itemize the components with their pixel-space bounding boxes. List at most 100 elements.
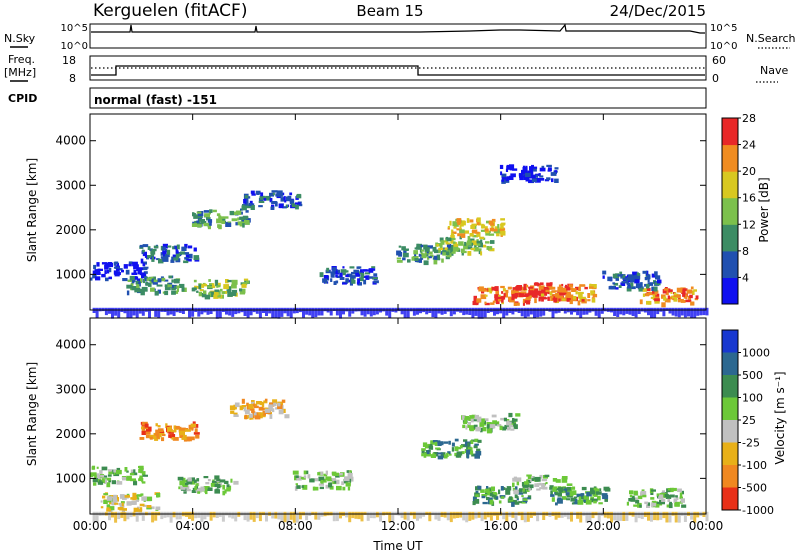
- data-cell: [433, 259, 438, 265]
- near-range-cell: [499, 307, 503, 314]
- data-cell: [449, 453, 452, 456]
- near-range-cell: [533, 307, 536, 318]
- data-cell: [522, 167, 527, 172]
- data-cell: [632, 271, 638, 277]
- near-range-cell: [375, 307, 379, 315]
- data-cell: [549, 487, 555, 490]
- data-cell: [427, 245, 433, 249]
- near-range-cell: [108, 307, 111, 314]
- data-cell: [189, 477, 195, 482]
- data-cell: [281, 408, 286, 413]
- near-range-cell: [610, 511, 613, 523]
- data-cell: [629, 278, 635, 283]
- data-cell: [136, 264, 139, 268]
- data-cell: [303, 470, 307, 475]
- near-range-cell: [656, 511, 660, 521]
- data-cell: [146, 426, 152, 432]
- data-cell: [466, 449, 471, 455]
- near-range-cell: [452, 511, 456, 519]
- data-cell: [350, 275, 356, 279]
- data-cell: [107, 469, 113, 472]
- near-range-cell: [536, 307, 540, 318]
- near-range-cell: [452, 307, 456, 315]
- data-cell: [258, 200, 265, 203]
- data-cell: [469, 426, 472, 431]
- data-cell: [156, 434, 160, 439]
- data-cell: [197, 221, 201, 225]
- data-cell: [480, 419, 485, 422]
- data-cell: [534, 476, 541, 482]
- near-range-cell: [172, 511, 176, 518]
- data-cell: [91, 466, 95, 470]
- data-cell: [590, 487, 595, 492]
- data-cell: [196, 478, 200, 482]
- data-cell: [151, 278, 154, 283]
- data-cell: [434, 441, 438, 446]
- data-cell: [118, 502, 122, 506]
- data-cell: [278, 203, 284, 209]
- data-cell: [661, 498, 666, 502]
- data-cell: [294, 475, 297, 481]
- near-range-cell: [637, 307, 641, 314]
- data-cell: [665, 290, 669, 296]
- data-cell: [675, 502, 680, 507]
- data-cell: [402, 257, 406, 261]
- near-range-cell: [372, 511, 376, 519]
- data-cell: [156, 284, 163, 287]
- data-cell: [319, 272, 324, 278]
- data-cell: [484, 230, 490, 234]
- data-cell: [534, 483, 540, 488]
- near-range-cell: [243, 307, 247, 316]
- data-cell: [285, 204, 289, 208]
- data-cell: [94, 269, 100, 272]
- data-cell: [230, 478, 233, 483]
- data-cell: [522, 301, 525, 306]
- data-cell: [443, 441, 449, 444]
- data-cell: [246, 204, 251, 209]
- colorbar-tick-label: 100: [742, 392, 763, 405]
- data-cell: [675, 495, 678, 498]
- data-cell: [578, 286, 581, 292]
- data-cell: [155, 423, 158, 427]
- data-cell: [192, 213, 196, 216]
- data-cell: [139, 465, 144, 470]
- data-cell: [193, 432, 200, 435]
- data-cell: [531, 292, 538, 298]
- data-cell: [191, 223, 198, 227]
- data-cell: [460, 233, 466, 238]
- data-cell: [554, 178, 559, 183]
- data-cell: [418, 253, 423, 257]
- near-range-cell: [597, 307, 601, 318]
- data-cell: [546, 282, 552, 287]
- near-range-cell: [443, 511, 447, 518]
- data-cell: [650, 296, 654, 299]
- data-cell: [152, 436, 158, 440]
- data-cell: [661, 490, 665, 493]
- near-range-cell: [348, 511, 352, 523]
- data-cell: [521, 495, 524, 498]
- data-cell: [555, 502, 558, 506]
- data-cell: [557, 289, 564, 293]
- data-cell: [489, 290, 492, 294]
- data-cell: [585, 499, 592, 505]
- data-cell: [436, 254, 440, 258]
- data-cell: [152, 282, 158, 285]
- data-cell: [625, 279, 629, 284]
- data-cell: [464, 241, 467, 246]
- beam-title: Beam 15: [356, 2, 423, 20]
- data-cell: [116, 266, 120, 271]
- near-range-cell: [108, 511, 111, 521]
- data-cell: [500, 171, 503, 176]
- data-cell: [108, 276, 112, 280]
- near-range-cell: [228, 511, 232, 518]
- colorbar-segment: [722, 375, 738, 398]
- data-cell: [572, 486, 576, 490]
- data-cell: [236, 210, 242, 215]
- data-cell: [254, 415, 261, 420]
- data-cell: [689, 294, 693, 299]
- near-range-cell: [456, 511, 459, 518]
- near-range-cell: [468, 307, 472, 315]
- data-cell: [629, 494, 633, 497]
- x-tick-label: 12:00: [381, 519, 416, 533]
